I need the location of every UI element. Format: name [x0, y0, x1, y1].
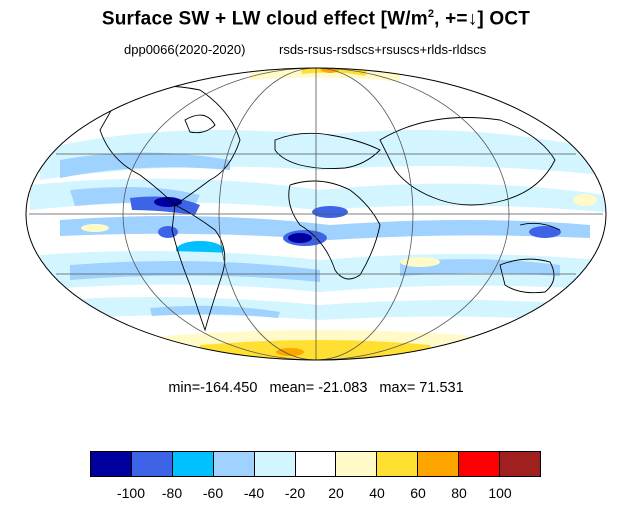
colorbar-tick-4: -20: [284, 485, 306, 501]
colorbar-tick-2: -60: [202, 485, 224, 501]
map-border: [25, 67, 607, 361]
variable-formula: rsds-rsus-rsdscs+rsuscs+rlds-rldscs: [279, 42, 487, 57]
colorbar-swatch-9: [459, 452, 501, 476]
colorbar-swatch-2: [172, 452, 214, 476]
colorbar-swatch-1: [131, 452, 173, 476]
colorbar-swatch-8: [418, 452, 460, 476]
stats-line: min=-164.450 mean= -21.083 max= 71.531: [0, 380, 632, 396]
colorbar-swatch-7: [377, 452, 419, 476]
colorbar: [90, 451, 541, 477]
plot-title: Surface SW + LW cloud effect [W/m2, +=↓]…: [101, 8, 531, 30]
colorbar-tick-7: 60: [410, 485, 426, 501]
colorbar-tick-8: 80: [451, 485, 467, 501]
colorbar-swatch-6: [336, 452, 378, 476]
map-field: [26, 68, 606, 360]
colorbar-tick-5: 20: [328, 485, 344, 501]
colorbar-swatch-3: [213, 452, 255, 476]
colorbar-tick-labels: -100 -80 -60 -40 -20 20 40 60 80 100: [0, 485, 632, 503]
stat-mean: mean= -21.083: [269, 380, 368, 396]
model-label: dpp0066(2020-2020): [124, 42, 246, 57]
coastlines: [99, 85, 561, 332]
colorbar-tick-3: -40: [243, 485, 265, 501]
stat-max: max= 71.531: [379, 380, 464, 396]
colorbar-tick-1: -80: [161, 485, 183, 501]
colorbar-swatch-4: [254, 452, 296, 476]
colorbar-swatch-5: [295, 452, 337, 476]
colorbar-swatch-10: [500, 452, 540, 476]
colorbar-tick-9: 100: [488, 485, 512, 501]
colorbar-tick-6: 40: [369, 485, 385, 501]
stat-min: min=-164.450: [168, 380, 258, 396]
colorbar-swatch-0: [91, 452, 132, 476]
colorbar-tick-0: -100: [116, 485, 146, 501]
